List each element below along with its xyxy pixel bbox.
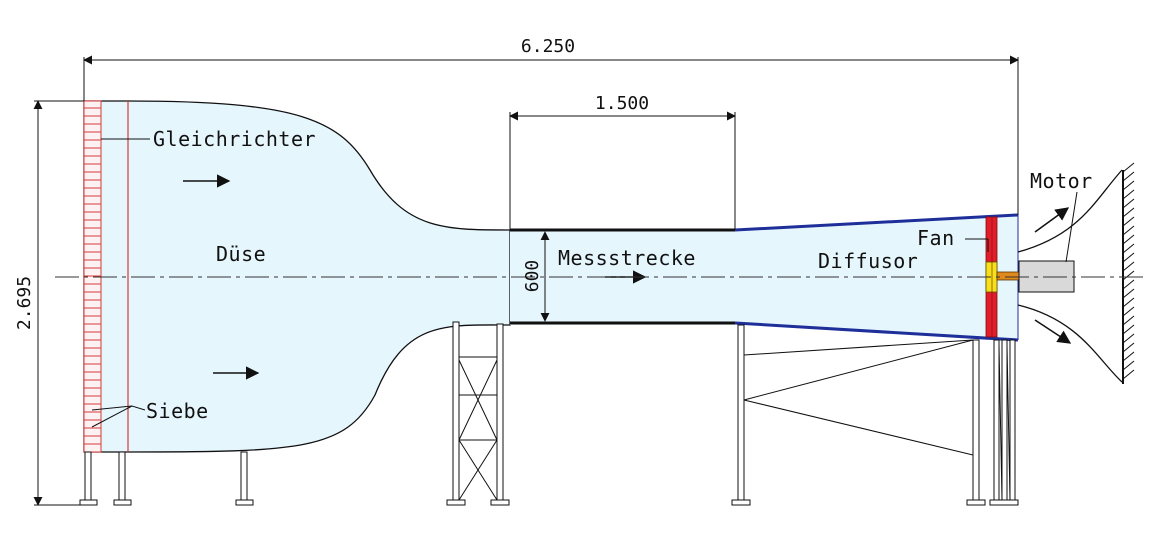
wall-hatch-line — [1122, 360, 1135, 371]
wall-hatch-line — [1122, 351, 1135, 362]
dimension-test-section-length: 1.500 — [595, 93, 649, 114]
exhaust-curve-top — [1017, 169, 1123, 253]
diffuser-bottom-wall — [734, 321, 1019, 342]
label-nozzle: Düse — [216, 242, 266, 266]
leader-lines — [91, 138, 1078, 428]
label-flow-straightener: Gleichrichter — [153, 127, 316, 151]
wall-hatch-line — [1122, 297, 1135, 308]
flow-straightener — [83, 100, 102, 453]
wall-hatch-line — [1122, 162, 1135, 173]
label-test-section: Messstrecke — [558, 246, 696, 270]
dimension-total-length: 6.250 — [521, 36, 575, 57]
label-diffuser: Diffusor — [818, 249, 918, 273]
wall-hatch-line — [1122, 180, 1135, 191]
wall-hatch-line — [1122, 207, 1135, 218]
exhaust-curve-bottom — [1017, 304, 1123, 383]
label-fan: Fan — [917, 226, 955, 250]
wall-hatch-line — [1122, 225, 1135, 236]
diffuser-top-wall — [734, 213, 1019, 232]
wall-hatch-line — [1122, 252, 1135, 263]
wall-hatch-line — [1122, 288, 1135, 299]
wall-hatch-line — [1122, 315, 1135, 326]
wall-hatch-line — [1122, 189, 1135, 200]
wall-hatch-line — [1122, 369, 1135, 380]
wall-hatch-line — [1122, 279, 1135, 290]
label-screens: Siebe — [146, 399, 209, 423]
wall-hatch-line — [1122, 270, 1135, 281]
wall-hatch-line — [1122, 198, 1135, 209]
wall-hatch-line — [1122, 333, 1135, 344]
wall-hatch-line — [1122, 261, 1135, 272]
wall-hatch-line — [1122, 216, 1135, 227]
wall-hatch-line — [1122, 243, 1135, 254]
dimension-total-height: 2.695 — [14, 276, 35, 330]
dimension-test-section-height: 600 — [522, 260, 543, 293]
support-frames — [79, 321, 1019, 506]
dimension-lines — [33, 55, 1019, 506]
wall-hatch-line — [1122, 306, 1135, 317]
wall-hatch-line — [1122, 324, 1135, 335]
wall-hatch-line — [1122, 342, 1135, 353]
label-motor: Motor — [1030, 169, 1093, 193]
wall-hatch-line — [1122, 171, 1135, 182]
wall-hatch-line — [1122, 234, 1135, 245]
drive-shaft — [996, 271, 1020, 281]
